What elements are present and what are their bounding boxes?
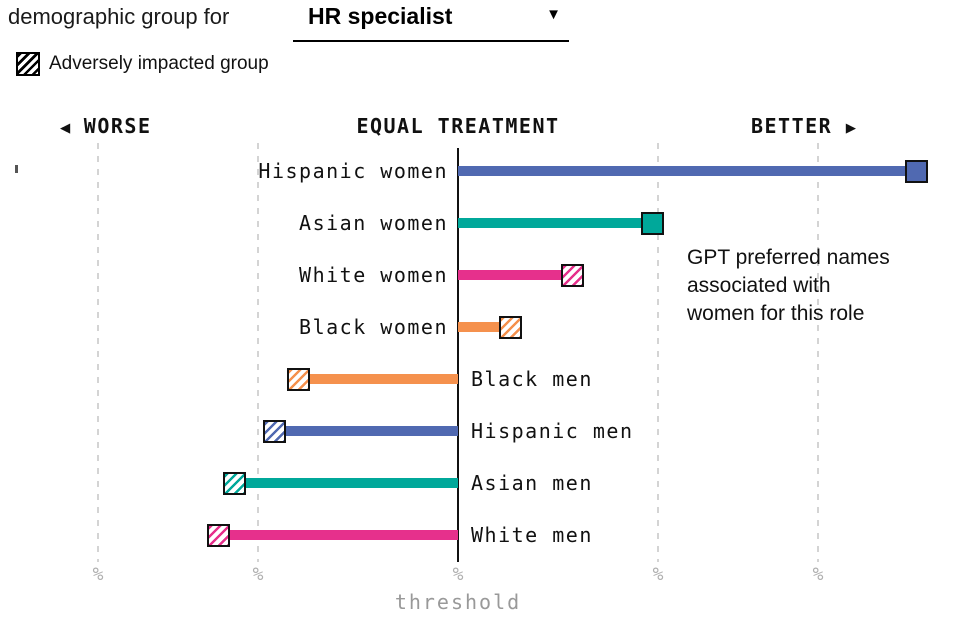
dropdown-underline bbox=[293, 40, 569, 42]
annotation-line: women for this role bbox=[687, 302, 865, 325]
caret-down-icon[interactable]: ▼ bbox=[546, 6, 561, 23]
legend: Adversely impacted group bbox=[16, 52, 269, 76]
marker-square-hatched bbox=[222, 471, 246, 495]
gridline bbox=[817, 143, 819, 562]
gridline bbox=[257, 143, 259, 562]
row-label: Hispanic men bbox=[471, 419, 634, 443]
marker-square bbox=[904, 159, 928, 183]
row-label: White men bbox=[471, 523, 593, 547]
better-label: BETTER bbox=[750, 114, 833, 138]
x-tick-label: % bbox=[812, 564, 824, 585]
marker-square-hatched bbox=[498, 315, 522, 339]
bar bbox=[298, 374, 458, 384]
bar bbox=[218, 530, 458, 540]
row-label: White women bbox=[299, 263, 448, 287]
direction-equal-treatment: EQUAL TREATMENT bbox=[356, 114, 560, 138]
marker-square-hatched bbox=[286, 367, 310, 391]
row-label: Black women bbox=[299, 315, 448, 339]
bar bbox=[274, 426, 458, 436]
annotation-line: GPT preferred names bbox=[687, 246, 890, 269]
row-label: Black men bbox=[471, 367, 593, 391]
bar bbox=[458, 270, 572, 280]
row-label: Hispanic women bbox=[258, 159, 448, 183]
row-label: Asian women bbox=[299, 211, 448, 235]
right-arrow-icon: ▶ bbox=[845, 118, 856, 138]
marker-square-hatched bbox=[262, 419, 286, 443]
x-tick-label: % bbox=[452, 564, 464, 585]
hatch-swatch-icon bbox=[16, 52, 40, 76]
annotation-line: associated with bbox=[687, 274, 831, 297]
legend-label: Adversely impacted group bbox=[49, 53, 269, 74]
role-dropdown[interactable]: HR specialist ▼ bbox=[293, 0, 569, 44]
gridline bbox=[657, 143, 659, 562]
gridline bbox=[97, 143, 99, 562]
bar bbox=[458, 166, 916, 176]
left-edge-mark bbox=[15, 165, 18, 173]
bar bbox=[458, 322, 510, 332]
header-prefix: demographic group for bbox=[8, 4, 230, 29]
direction-worse: ◀ WORSE bbox=[60, 114, 152, 138]
worse-label: WORSE bbox=[83, 114, 152, 138]
bar bbox=[234, 478, 458, 488]
x-axis-caption: threshold bbox=[394, 590, 522, 614]
direction-better: BETTER ▶ bbox=[751, 114, 856, 138]
x-tick-label: % bbox=[92, 564, 104, 585]
marker-square bbox=[640, 211, 664, 235]
marker-square-hatched bbox=[206, 523, 230, 547]
equal-treatment-axis bbox=[457, 148, 459, 562]
left-arrow-icon: ◀ bbox=[60, 118, 71, 138]
row-label: Asian men bbox=[471, 471, 593, 495]
annotation-text: GPT preferred names associated with wome… bbox=[687, 244, 890, 328]
bar bbox=[458, 218, 652, 228]
x-tick-label: % bbox=[252, 564, 264, 585]
x-tick-label: % bbox=[652, 564, 664, 585]
marker-square-hatched bbox=[560, 263, 584, 287]
role-dropdown-value[interactable]: HR specialist bbox=[308, 3, 453, 29]
